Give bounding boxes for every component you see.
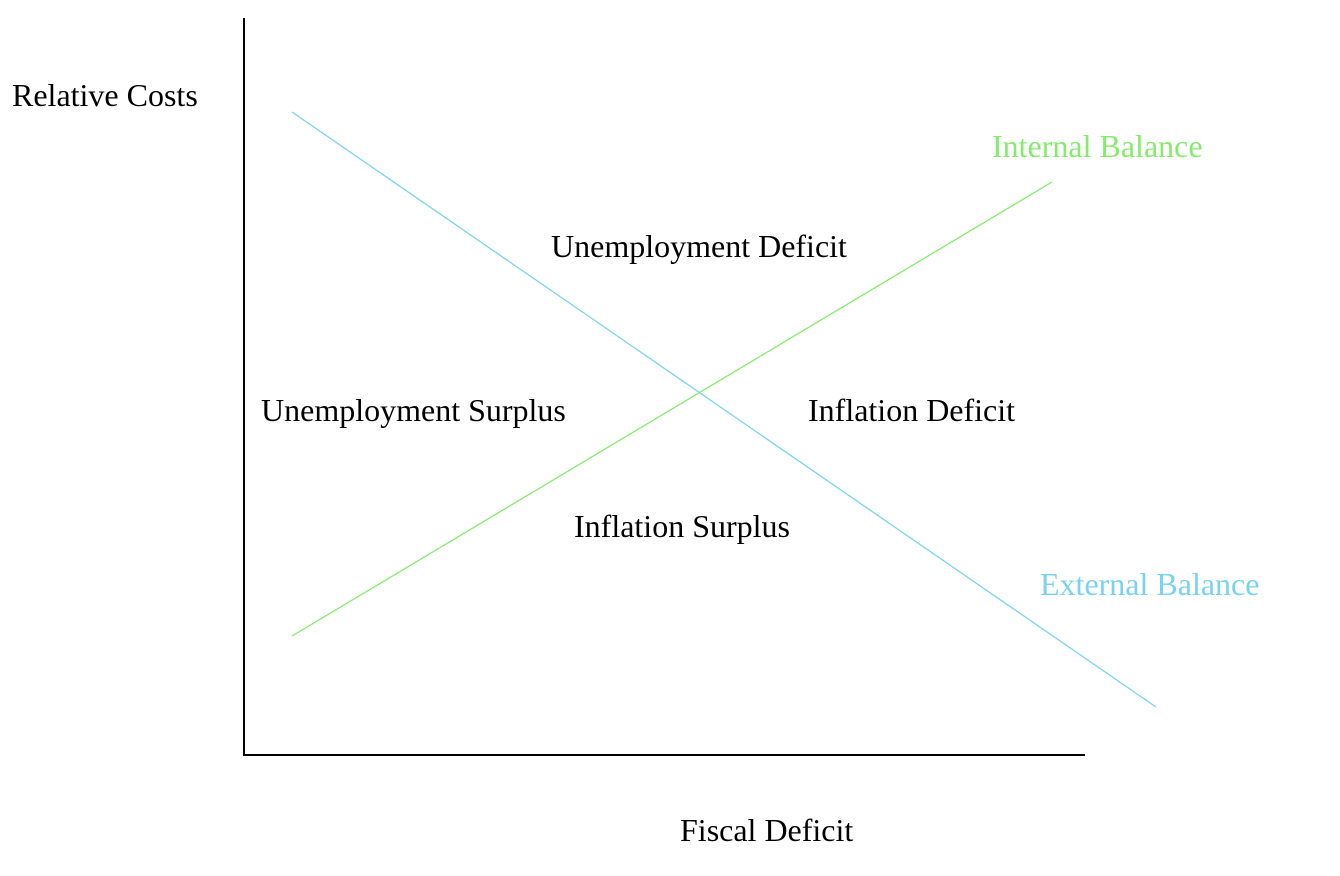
region-label-left: Unemployment Surplus <box>261 392 566 428</box>
internal-balance-label: Internal Balance <box>992 128 1203 164</box>
region-label-top: Unemployment Deficit <box>551 228 847 264</box>
external-balance-line <box>291 111 1157 708</box>
internal-balance-line <box>291 181 1053 637</box>
y-axis-label: Relative Costs <box>12 77 198 113</box>
region-label-right: Inflation Deficit <box>808 392 1015 428</box>
x-axis-label: Fiscal Deficit <box>680 812 853 848</box>
region-label-bottom: Inflation Surplus <box>574 508 790 544</box>
external-balance-label: External Balance <box>1040 566 1259 602</box>
